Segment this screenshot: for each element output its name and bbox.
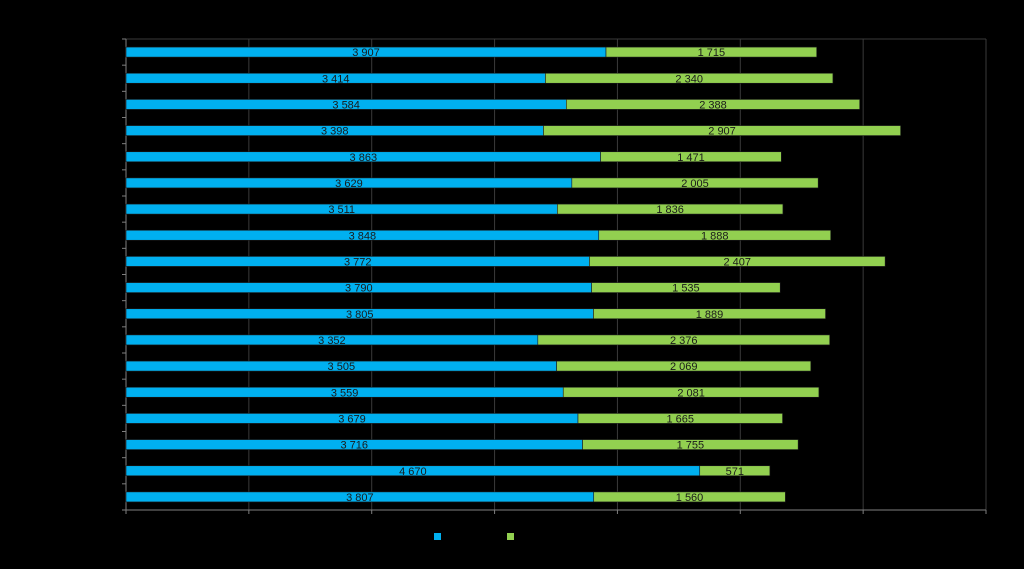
data-label-series-2: 1 889	[696, 309, 724, 321]
data-label-series-2: 2 081	[677, 387, 705, 399]
data-label-series-1: 3 863	[350, 152, 378, 164]
data-label-series-1: 3 807	[346, 492, 374, 504]
data-label-series-2: 2 407	[724, 256, 752, 268]
data-label-series-2: 1 471	[677, 152, 705, 164]
bar-series-2	[566, 99, 861, 110]
data-label-series-2: 2 340	[675, 73, 703, 85]
data-label-series-2: 2 005	[681, 178, 709, 190]
bar-series-2	[577, 413, 783, 424]
bar-series-2	[571, 177, 819, 189]
data-label-series-1: 3 679	[338, 413, 366, 425]
data-label-series-2: 2 907	[708, 126, 736, 138]
data-label-series-2: 2 388	[699, 99, 727, 111]
bars	[125, 46, 901, 503]
data-label-series-2: 1 665	[667, 413, 695, 425]
data-labels: 3 907 1 715 3 414 2 340 3 584 2 388 3 398 2 907…	[318, 47, 751, 504]
data-label-series-1: 3 398	[321, 126, 349, 138]
data-label-series-1: 3 790	[345, 283, 373, 295]
data-label-series-1: 4 670	[399, 466, 427, 478]
bar-series-2	[600, 151, 782, 163]
bar-series-2	[699, 465, 771, 477]
bar-series-2	[589, 256, 886, 267]
data-label-series-2: 1 755	[677, 440, 705, 452]
data-label-series-1: 3 716	[341, 440, 369, 452]
bar-series-2	[545, 72, 834, 84]
data-label-series-1: 3 772	[344, 256, 372, 268]
data-label-series-1: 3 848	[349, 230, 377, 242]
gridlines	[126, 38, 987, 510]
data-label-series-1: 3 352	[318, 335, 346, 347]
bar-series-2	[562, 386, 820, 398]
bar-series-2	[591, 282, 781, 293]
data-label-series-1: 3 505	[328, 361, 356, 373]
legend-item-series-1	[434, 533, 445, 540]
data-label-series-1: 3 584	[332, 99, 360, 111]
bar-series-2	[543, 125, 901, 136]
data-label-series-2: 2 069	[670, 361, 698, 373]
data-label-series-2: 2 376	[670, 335, 698, 347]
bar-series-2	[605, 46, 818, 58]
data-label-series-2: 1 535	[672, 283, 700, 295]
data-label-series-1: 3 629	[335, 178, 363, 190]
data-label-series-2: 571	[726, 466, 744, 478]
data-label-series-1: 3 414	[322, 73, 350, 85]
data-label-series-2: 1 888	[701, 230, 729, 242]
legend-swatch-series-2	[507, 533, 514, 540]
bar-series-2	[593, 308, 826, 320]
bar-series-2	[537, 334, 831, 346]
legend	[0, 533, 1024, 547]
axes	[122, 38, 987, 514]
legend-swatch-series-1	[434, 533, 441, 540]
data-label-series-1: 3 805	[346, 309, 374, 321]
bar-series-2	[582, 439, 799, 450]
data-label-series-1: 3 511	[328, 204, 355, 216]
bar-series-2	[557, 203, 784, 215]
data-label-series-1: 3 559	[331, 387, 359, 399]
bar-series-2	[556, 360, 812, 372]
legend-item-series-2	[507, 533, 518, 540]
data-label-series-2: 1 560	[676, 492, 704, 504]
bar-series-2	[598, 229, 832, 241]
data-label-series-2: 1 715	[698, 47, 726, 59]
bar-series-2	[593, 491, 786, 503]
data-label-series-2: 1 836	[656, 204, 684, 216]
data-label-series-1: 3 907	[352, 47, 380, 59]
